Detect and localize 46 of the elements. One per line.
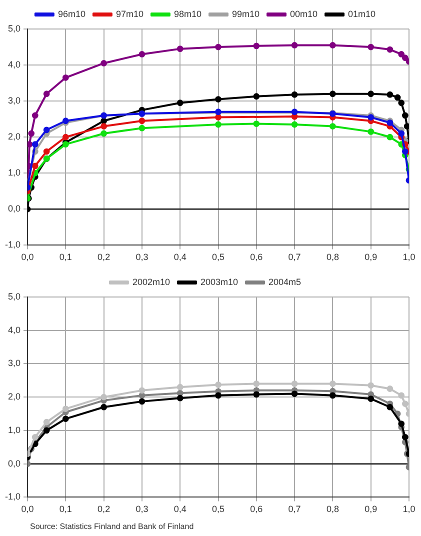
y-tick-label: 4,0: [8, 60, 21, 70]
x-tick-label: 0,4: [174, 252, 186, 262]
x-tick-label: 0,2: [98, 252, 110, 262]
y-tick-label: 0,0: [8, 458, 21, 468]
legend-label: 2003m10: [200, 276, 238, 287]
x-tick-label: 0,9: [364, 504, 378, 514]
x-tick-label: 0,3: [136, 504, 148, 514]
y-tick-label: 3,0: [8, 96, 21, 106]
y-tick-label: 2,0: [8, 392, 21, 402]
y-tick-label: -1,0: [4, 492, 21, 502]
x-tick-label: 0,2: [98, 504, 110, 514]
y-tick-label: -1,0: [4, 240, 21, 250]
x-tick-label: 0,4: [174, 504, 186, 514]
legend-label: 98m10: [174, 8, 202, 19]
legend-label: 96m10: [58, 8, 86, 19]
x-tick-label: 0,6: [250, 252, 263, 262]
legend-label: 99m10: [232, 8, 260, 19]
y-tick-label: 0,0: [8, 204, 21, 214]
y-tick-label: 1,0: [8, 168, 21, 178]
x-tick-label: 0,5: [212, 252, 225, 262]
x-tick-label: 0,1: [59, 504, 72, 514]
x-tick-label: 0,0: [21, 504, 34, 514]
legend-label: 2004m5: [268, 276, 302, 287]
y-tick-label: 2,0: [8, 132, 21, 142]
x-tick-label: 0,7: [288, 252, 301, 262]
y-tick-label: 4,0: [8, 324, 21, 335]
legend-label: 00m10: [290, 8, 318, 19]
y-tick-label: 1,0: [8, 424, 21, 435]
x-tick-label: 0,5: [212, 504, 225, 514]
legend-label: 2002m10: [132, 276, 170, 287]
legend-label: 01m10: [348, 8, 376, 19]
x-tick-label: 1,0: [402, 252, 416, 262]
x-tick-label: 0,9: [364, 252, 378, 262]
source-note: Source: Statistics Finland and Bank of Finland: [29, 521, 195, 533]
y-tick-label: 3,0: [8, 358, 21, 368]
x-tick-label: 0,3: [136, 252, 148, 262]
x-tick-label: 0,6: [250, 504, 263, 514]
x-tick-label: 0,8: [326, 504, 339, 514]
x-tick-label: 0,8: [326, 252, 339, 262]
x-tick-label: 1,0: [402, 504, 416, 514]
x-tick-label: 0,0: [21, 252, 34, 262]
y-tick-label: 5,0: [8, 23, 21, 34]
y-tick-label: 5,0: [8, 291, 21, 302]
x-tick-label: 0,7: [288, 504, 301, 514]
x-tick-label: 0,1: [59, 252, 72, 262]
legend-label: 97m10: [116, 8, 144, 19]
